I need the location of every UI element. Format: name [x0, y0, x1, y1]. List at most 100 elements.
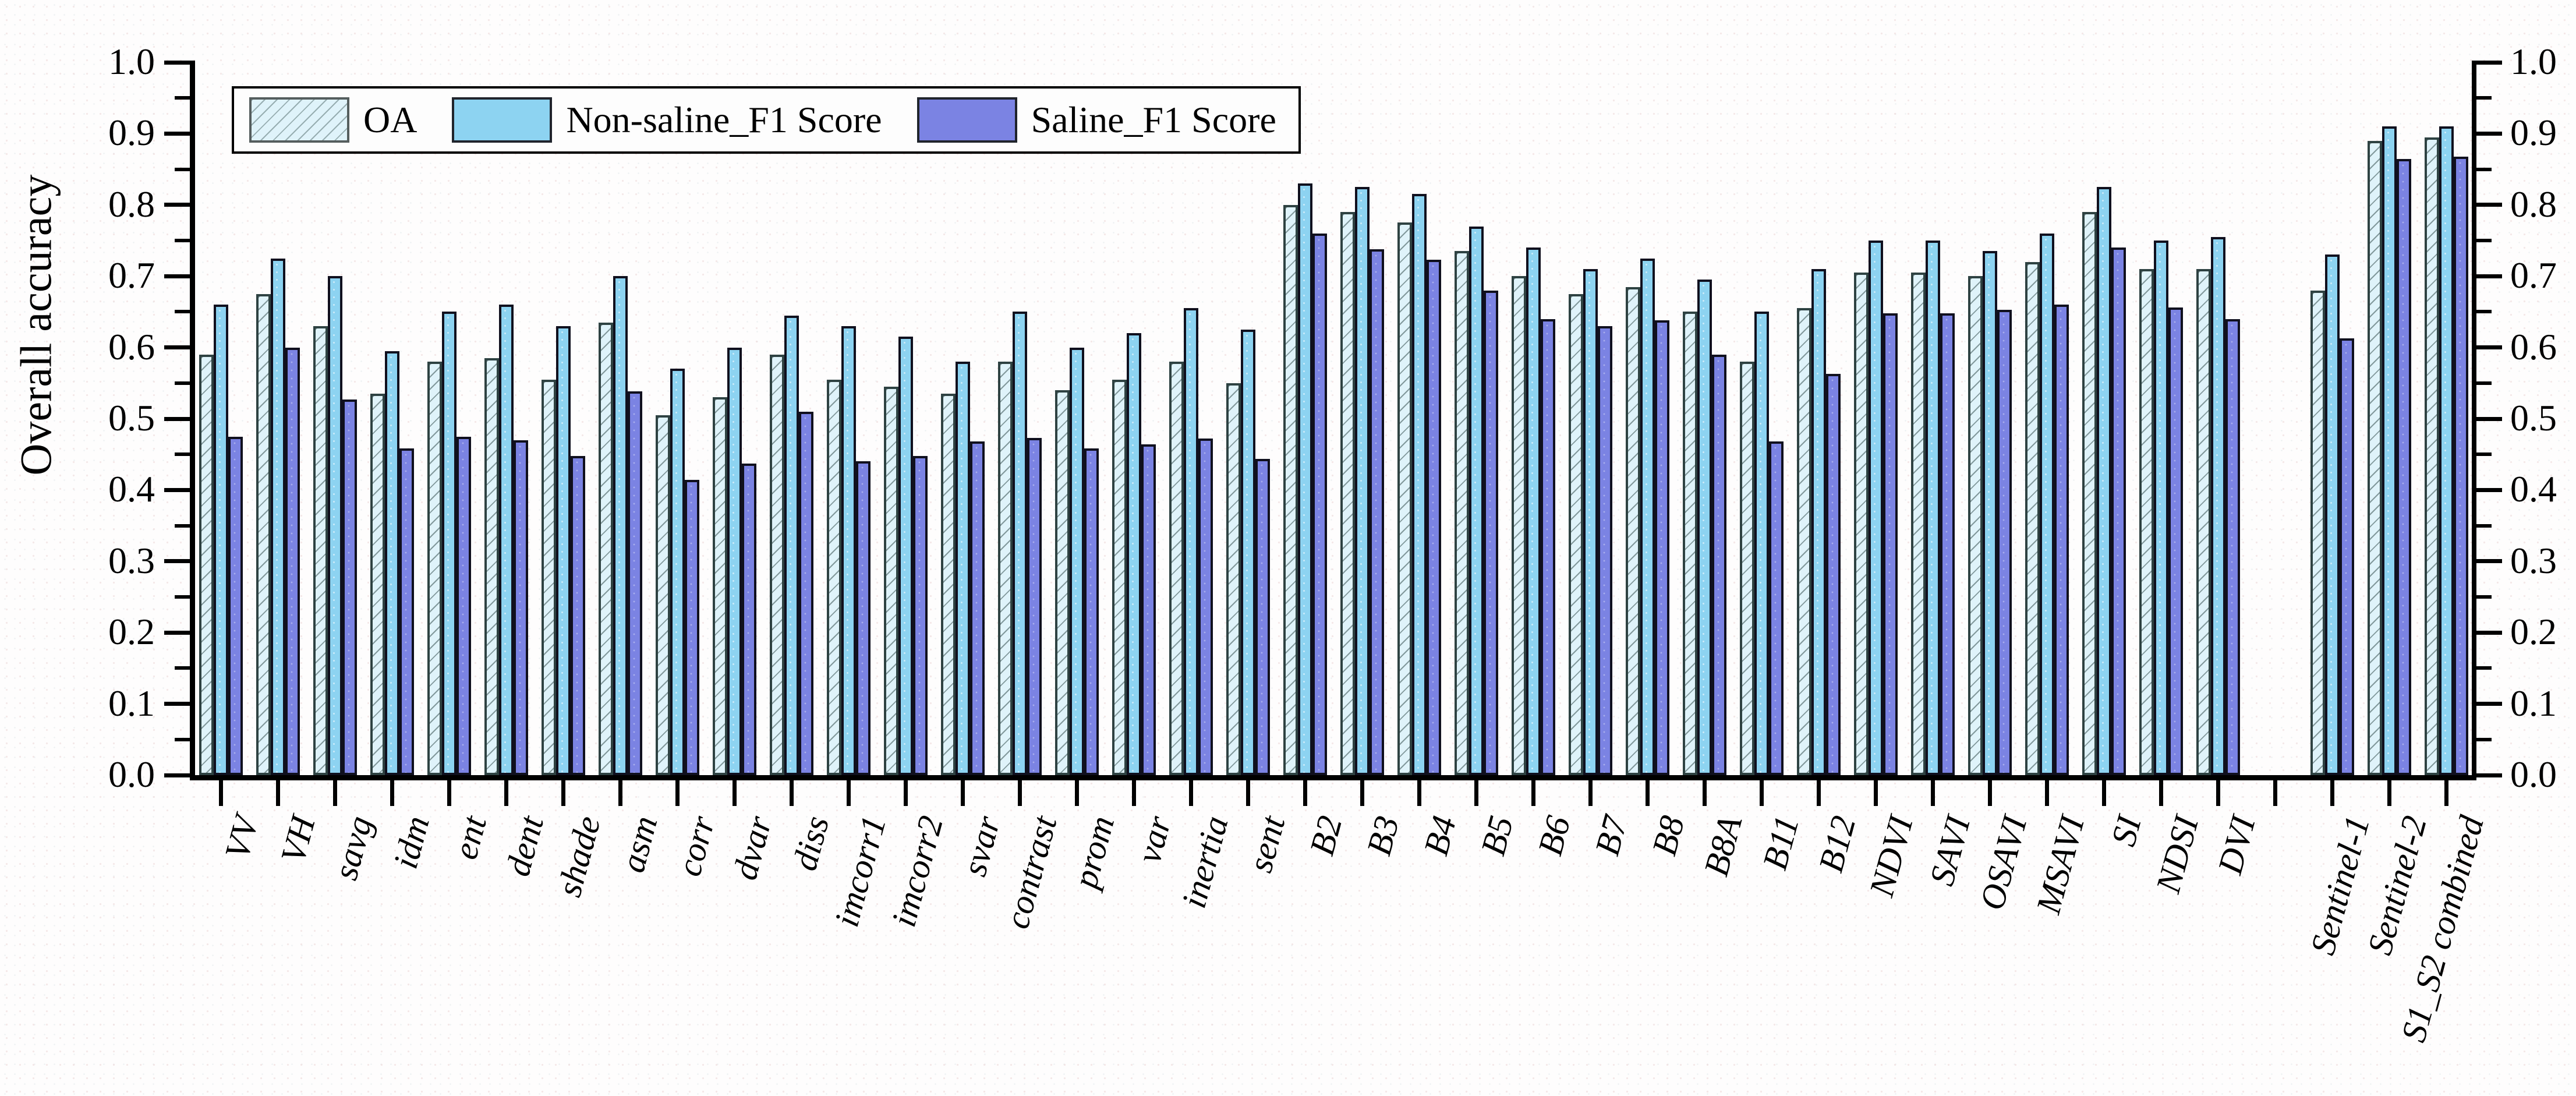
x-tick — [1759, 780, 1764, 806]
bar-saline-f1-score-dvi — [2225, 319, 2240, 775]
bar-non-saline-f1-score-b11 — [1754, 312, 1769, 775]
bar-oa-svar — [940, 394, 956, 775]
x-tick — [1074, 780, 1079, 806]
bar-non-saline-f1-score-ndvi — [1868, 241, 1883, 775]
bar-non-saline-f1-score-dvar — [727, 348, 742, 775]
y-major-tick-left — [164, 274, 190, 278]
y-minor-tick-left — [175, 524, 190, 528]
y-major-tick-left — [164, 60, 190, 65]
x-tick-label-b5: B5 — [1473, 812, 1521, 860]
x-tick-label-osavi: OSAVI — [1972, 812, 2034, 914]
bar-saline-f1-score-b5 — [1483, 291, 1498, 775]
bar-non-saline-f1-score-shade — [555, 326, 571, 775]
x-tick — [2330, 780, 2334, 806]
bar-non-saline-f1-score-contrast — [1012, 312, 1027, 775]
x-tick-label-imcorr1: imcorr1 — [827, 812, 893, 931]
bar-oa-s1-s2-combined — [2424, 137, 2439, 775]
x-tick-label-dvi: DVI — [2210, 812, 2263, 878]
y-tick-label-right: 0.5 — [2510, 397, 2557, 439]
y-minor-tick-left — [175, 666, 190, 670]
y-minor-tick-left — [175, 452, 190, 457]
x-tick — [732, 780, 737, 806]
x-tick-label-vv: VV — [217, 812, 266, 864]
bar-oa-diss — [769, 355, 784, 775]
bar-non-saline-f1-score-vh — [270, 259, 285, 775]
x-tick-label-inertia: inertia — [1174, 812, 1236, 912]
bar-non-saline-f1-score-b8 — [1640, 259, 1655, 775]
x-tick — [1188, 780, 1193, 806]
x-tick-label-b7: B7 — [1587, 812, 1635, 860]
bar-saline-f1-score-b3 — [1369, 249, 1384, 775]
x-tick — [1702, 780, 1707, 806]
bar-saline-f1-score-corr — [684, 480, 699, 775]
x-tick — [1645, 780, 1650, 806]
plot-area — [190, 61, 2476, 780]
y-major-tick-right — [2476, 773, 2502, 777]
bar-non-saline-f1-score-dent — [498, 305, 514, 775]
bar-saline-f1-score-contrast — [1027, 438, 1042, 775]
bar-non-saline-f1-score-b6 — [1526, 248, 1541, 775]
x-tick — [1417, 780, 1421, 806]
legend-label-non-saline: Non-saline_F1 Score — [566, 99, 882, 140]
bar-non-saline-f1-score-sentinel-1 — [2324, 254, 2340, 775]
bar-oa-imcorr1 — [826, 380, 841, 775]
x-tick — [561, 780, 565, 806]
x-tick — [903, 780, 908, 806]
legend-label-oa: OA — [363, 99, 417, 140]
bar-non-saline-f1-score-b4 — [1411, 194, 1427, 775]
y-major-tick-left — [164, 559, 190, 564]
y-tick-label-right: 0.2 — [2510, 611, 2557, 653]
x-tick-label-imcorr2: imcorr2 — [884, 812, 950, 931]
x-tick — [2101, 780, 2106, 806]
bar-saline-f1-score-var — [1141, 444, 1156, 775]
y-major-tick-left — [164, 487, 190, 492]
x-tick-label-savi: SAVI — [1922, 812, 1977, 890]
bar-non-saline-f1-score-savi — [1925, 241, 1940, 775]
bar-saline-f1-score-shade — [570, 456, 585, 775]
bar-saline-f1-score-prom — [1084, 448, 1099, 775]
bar-oa-b2 — [1283, 205, 1298, 775]
y-minor-tick-right — [2476, 239, 2492, 242]
bar-non-saline-f1-score-sentinel-2 — [2382, 126, 2397, 775]
bar-saline-f1-score-diss — [798, 412, 813, 775]
bar-oa-inertia — [1169, 362, 1184, 775]
y-minor-tick-left — [175, 381, 190, 385]
y-minor-tick-left — [175, 737, 190, 741]
y-tick-label-right: 0.8 — [2510, 183, 2557, 225]
x-tick — [960, 780, 965, 806]
x-tick — [1360, 780, 1364, 806]
bars-container — [195, 61, 2472, 775]
x-tick — [390, 780, 394, 806]
y-tick-label-left: 0.8 — [108, 183, 155, 225]
bar-oa-vv — [199, 355, 214, 775]
bar-non-saline-f1-score-savg — [327, 276, 342, 775]
bar-saline-f1-score-dent — [513, 440, 528, 775]
y-minor-tick-right — [2476, 595, 2492, 599]
x-tick — [1873, 780, 1878, 806]
bar-saline-f1-score-asm — [627, 391, 642, 775]
x-tick-label-msavi: MSAVI — [2029, 812, 2092, 918]
y-major-tick-right — [2476, 416, 2502, 421]
x-tick — [846, 780, 851, 806]
bar-oa-b4 — [1397, 222, 1412, 775]
y-tick-label-left: 0.4 — [108, 468, 155, 510]
x-tick-label-shade: shade — [549, 812, 608, 901]
x-tick — [1017, 780, 1022, 806]
x-tick — [2387, 780, 2391, 806]
bar-oa-savg — [313, 326, 328, 775]
x-tick — [2444, 780, 2448, 806]
x-tick-label-b12: B12 — [1811, 812, 1863, 876]
bar-saline-f1-score-sentinel-1 — [2339, 338, 2354, 775]
bar-saline-f1-score-svar — [969, 441, 985, 775]
bar-non-saline-f1-score-b7 — [1583, 269, 1598, 775]
y-minor-tick-left — [175, 167, 190, 171]
x-tick-label-b4: B4 — [1416, 812, 1464, 860]
bar-oa-dent — [484, 358, 499, 775]
bar-non-saline-f1-score-b2 — [1297, 183, 1312, 775]
bar-saline-f1-score-b4 — [1426, 260, 1441, 775]
y-tick-label-right: 0.3 — [2510, 539, 2557, 581]
y-major-tick-left — [164, 773, 190, 777]
x-tick — [1245, 780, 1250, 806]
bar-saline-f1-score-sent — [1255, 459, 1270, 775]
bar-saline-f1-score-vh — [285, 348, 300, 775]
